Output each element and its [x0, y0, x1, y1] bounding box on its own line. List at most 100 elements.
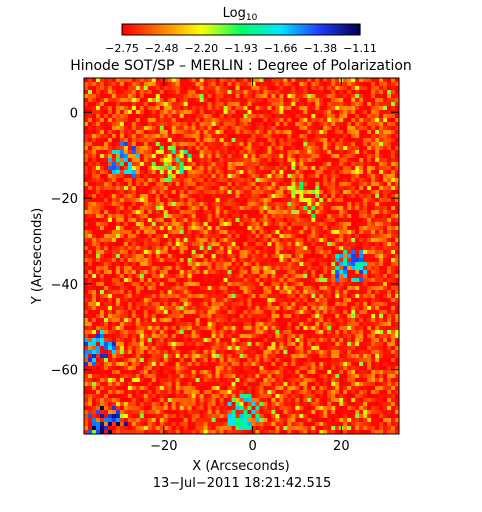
heatmap-cell: [343, 118, 348, 123]
heatmap-cell: [111, 142, 117, 147]
heatmap-cell: [339, 130, 344, 135]
heatmap-cell: [119, 114, 125, 119]
heatmap-cell: [395, 82, 400, 87]
heatmap-cell: [235, 198, 240, 203]
heatmap-cell: [179, 286, 185, 291]
heatmap-cell: [287, 310, 292, 315]
heatmap-cell: [231, 162, 236, 167]
heatmap-cell: [171, 90, 177, 95]
heatmap-cell: [387, 238, 392, 243]
heatmap-cell: [99, 126, 105, 131]
heatmap-cell: [351, 94, 356, 99]
heatmap-cell: [215, 242, 220, 247]
heatmap-cell: [363, 234, 368, 239]
heatmap-cell: [151, 286, 157, 291]
heatmap-cell: [159, 254, 165, 259]
heatmap-cell: [195, 150, 200, 155]
heatmap-cell: [231, 226, 236, 231]
heatmap-cell: [275, 126, 280, 131]
heatmap-cell: [319, 114, 324, 119]
heatmap-cell: [351, 318, 356, 323]
heatmap-cell: [259, 130, 264, 135]
heatmap-cell: [287, 198, 292, 203]
heatmap-cell: [287, 90, 292, 95]
heatmap-cell: [207, 82, 212, 87]
colorbar-segment: [252, 24, 255, 35]
heatmap-cell: [163, 198, 169, 203]
colorbar-segment: [154, 24, 157, 35]
heatmap-cell: [95, 190, 101, 195]
heatmap-cell: [347, 254, 352, 259]
heatmap-cell: [227, 118, 232, 123]
heatmap-cell: [395, 122, 400, 127]
heatmap-cell: [147, 314, 153, 319]
heatmap-cell: [315, 238, 320, 243]
heatmap-cell: [139, 126, 145, 131]
heatmap-cell: [219, 122, 224, 127]
heatmap-cell: [147, 206, 153, 211]
heatmap-cell: [143, 246, 149, 251]
heatmap-cell: [239, 214, 244, 219]
heatmap-cell: [127, 146, 133, 151]
heatmap-cell: [247, 230, 252, 235]
heatmap-cell: [187, 82, 193, 87]
heatmap-cell: [179, 262, 185, 267]
heatmap-cell: [327, 186, 332, 191]
heatmap-cell: [359, 278, 364, 283]
heatmap-cell: [135, 238, 141, 243]
heatmap-cell: [315, 254, 320, 259]
heatmap-cell: [131, 170, 137, 175]
heatmap-cell: [223, 274, 228, 279]
heatmap-cell: [175, 146, 181, 151]
heatmap-cell: [267, 102, 272, 107]
heatmap-cell: [263, 206, 268, 211]
heatmap-cell: [243, 130, 248, 135]
heatmap-cell: [311, 302, 316, 307]
heatmap-cell: [395, 278, 400, 283]
heatmap-cell: [207, 178, 212, 183]
heatmap-cell: [235, 82, 240, 87]
heatmap-cell: [135, 294, 141, 299]
heatmap-cell: [223, 106, 228, 111]
heatmap-cell: [111, 298, 117, 303]
heatmap-cell: [151, 142, 157, 147]
heatmap-cell: [139, 122, 145, 127]
heatmap-cell: [315, 262, 320, 267]
heatmap-cell: [175, 230, 181, 235]
heatmap-cell: [127, 314, 133, 319]
heatmap-cell: [199, 158, 204, 163]
heatmap-cell: [159, 98, 165, 103]
heatmap-cell: [143, 166, 149, 171]
heatmap-cell: [287, 134, 292, 139]
heatmap-cell: [275, 202, 280, 207]
heatmap-cell: [247, 110, 252, 115]
heatmap-cell: [219, 214, 224, 219]
heatmap-cell: [255, 118, 260, 123]
heatmap-cell: [303, 94, 308, 99]
heatmap-cell: [391, 298, 396, 303]
heatmap-cell: [283, 262, 288, 267]
heatmap-cell: [307, 290, 312, 295]
heatmap-cell: [199, 230, 204, 235]
heatmap-cell: [227, 134, 232, 139]
heatmap-cell: [159, 82, 165, 87]
heatmap-cell: [379, 82, 384, 87]
heatmap-cell: [195, 134, 200, 139]
heatmap-cell: [319, 206, 324, 211]
heatmap-cell: [295, 190, 300, 195]
heatmap-cell: [311, 150, 316, 155]
heatmap-cell: [267, 230, 272, 235]
heatmap-cell: [215, 278, 220, 283]
heatmap-cell: [243, 258, 248, 263]
heatmap-cell: [271, 190, 276, 195]
heatmap-cell: [131, 178, 137, 183]
heatmap-cell: [383, 166, 388, 171]
heatmap-cell: [287, 266, 292, 271]
heatmap-cell: [107, 118, 113, 123]
heatmap-cell: [203, 106, 208, 111]
heatmap-cell: [207, 206, 212, 211]
heatmap-cell: [131, 134, 137, 139]
heatmap-cell: [303, 242, 308, 247]
heatmap-cell: [171, 322, 177, 327]
heatmap-cell: [311, 154, 316, 159]
